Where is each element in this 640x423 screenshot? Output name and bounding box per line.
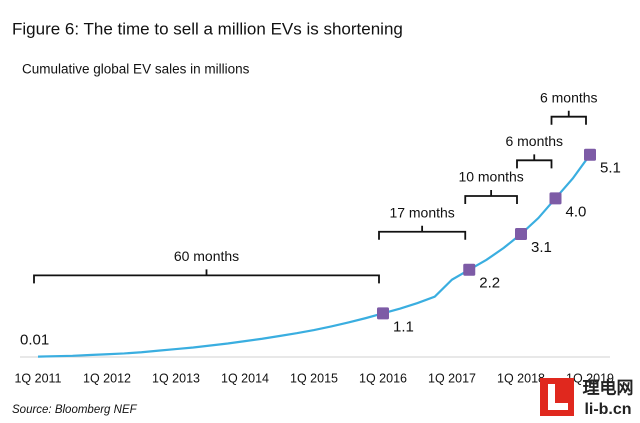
watermark-logo [548, 403, 568, 410]
annotation: 6 months [540, 89, 598, 105]
point-marker [515, 228, 527, 241]
point-marker [463, 263, 476, 276]
x-tick-label: 1Q 2017 [428, 371, 476, 385]
bracket [33, 269, 380, 284]
data-label: 5.1 [600, 160, 621, 177]
watermark-text: 理电网 [583, 377, 634, 397]
data-label: 3.1 [531, 239, 552, 256]
bracket [378, 225, 467, 240]
watermark-text: li-b.cn [584, 401, 631, 418]
x-tick-label: 1Q 2012 [83, 371, 131, 385]
x-tick-label: 1Q 2019 [566, 371, 614, 385]
x-tick-label: 1Q 2013 [152, 371, 200, 385]
chart-subtitle: Cumulative global EV sales in millions [22, 62, 250, 77]
data-label: 2.2 [479, 275, 500, 292]
watermark-logo [540, 378, 574, 416]
watermark-logo [548, 384, 555, 410]
bracket [464, 190, 518, 205]
x-tick-label: 1Q 2014 [221, 371, 269, 385]
data-label: 0.01 [20, 332, 49, 349]
x-tick-label: 1Q 2018 [497, 371, 545, 385]
point-marker [584, 148, 596, 161]
point-marker [549, 192, 562, 205]
source: Source: Bloomberg NEF [12, 404, 138, 416]
annotation: 60 months [174, 248, 239, 264]
point-marker [377, 307, 389, 320]
x-tick-label: 1Q 2015 [290, 371, 338, 385]
x-tick-label: 1Q 2011 [14, 371, 61, 385]
bracket [516, 154, 553, 169]
annotation: 10 months [458, 169, 523, 185]
chart-title: Figure 6: The time to sell a million EVs… [12, 19, 403, 38]
line [37, 154, 591, 358]
data-label: 1.1 [393, 318, 414, 335]
data-label: 4.0 [566, 203, 587, 220]
annotation: 6 months [505, 133, 563, 149]
x-tick-label: 1Q 2016 [359, 371, 407, 385]
bracket [550, 110, 587, 125]
annotation: 17 months [389, 204, 454, 220]
